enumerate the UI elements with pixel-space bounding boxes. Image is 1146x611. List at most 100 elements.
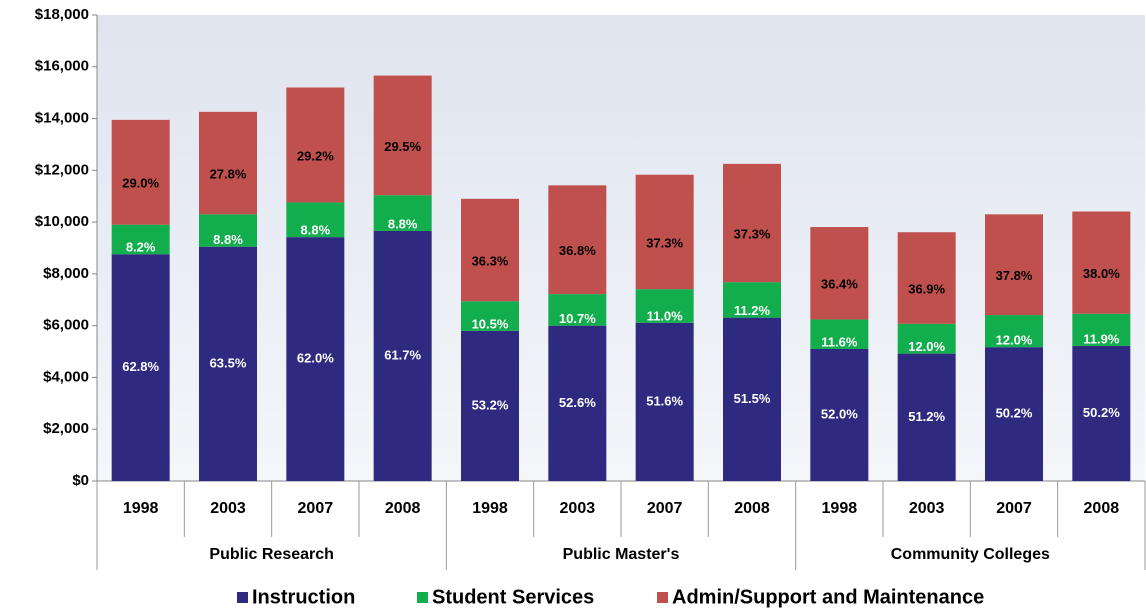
data-label: 62.0%	[297, 351, 334, 366]
data-label: 52.6%	[559, 395, 596, 410]
x-tick-label: 2003	[909, 500, 945, 517]
data-label: 29.0%	[122, 176, 159, 191]
y-tick-label: $2,000	[43, 420, 89, 437]
bar-segment	[810, 348, 869, 481]
bar-segment	[199, 214, 257, 247]
y-tick-label: $16,000	[35, 58, 89, 75]
bar-segment	[286, 237, 345, 481]
data-label: 12.0%	[996, 333, 1033, 348]
data-label: 51.5%	[734, 391, 771, 406]
bar-segment	[373, 75, 432, 196]
data-label: 50.2%	[996, 406, 1033, 421]
bar-segment	[373, 195, 432, 231]
data-label: 62.8%	[122, 359, 159, 374]
legend-swatch	[657, 592, 668, 603]
bar-segment	[1072, 345, 1131, 481]
data-label: 37.3%	[646, 235, 683, 250]
bar-segment	[461, 301, 519, 331]
bar-segment	[286, 87, 345, 203]
y-tick-label: $6,000	[43, 317, 89, 334]
data-label: 51.6%	[646, 393, 683, 408]
bar-segment	[723, 317, 781, 481]
data-label: 29.2%	[297, 148, 334, 163]
data-label: 61.7%	[384, 347, 421, 362]
bar-segment	[810, 227, 869, 320]
bar-segment	[897, 323, 956, 354]
legend-label: Admin/Support and Maintenance	[672, 586, 984, 608]
x-tick-label: 2007	[996, 500, 1032, 517]
bar-segment	[723, 163, 781, 283]
group-label: Public Master's	[563, 546, 680, 563]
data-label: 53.2%	[472, 397, 509, 412]
data-label: 38.0%	[1083, 266, 1120, 281]
bar-segment	[461, 198, 519, 302]
x-tick-label: 1998	[472, 500, 508, 517]
data-label: 8.8%	[301, 223, 331, 238]
data-label: 37.3%	[734, 226, 771, 241]
data-label: 36.9%	[908, 281, 945, 296]
bar-segment	[985, 214, 1043, 316]
x-tick-label: 2003	[560, 500, 596, 517]
x-tick-label: 2007	[647, 500, 683, 517]
y-tick-label: $8,000	[43, 265, 89, 282]
data-label: 36.4%	[821, 277, 858, 292]
bar-segment	[1072, 313, 1131, 346]
x-tick-label: 2003	[210, 500, 246, 517]
data-label: 27.8%	[210, 167, 247, 182]
bar-segment	[548, 294, 607, 326]
bar-segment	[286, 202, 345, 238]
data-label: 11.9%	[1083, 331, 1120, 346]
bar-segment	[373, 230, 432, 481]
bar-segment	[635, 289, 694, 323]
legend-label: Student Services	[432, 586, 594, 608]
x-tick-label: 2007	[298, 500, 334, 517]
bar-segment	[985, 315, 1043, 348]
y-tick-label: $0	[72, 472, 89, 489]
bar-segment	[111, 254, 170, 481]
bar-segment	[635, 322, 694, 481]
data-label: 50.2%	[1083, 405, 1120, 420]
y-tick-label: $18,000	[35, 6, 89, 23]
legend-label: Instruction	[252, 586, 355, 608]
bar-segment	[199, 111, 257, 215]
bar-segment	[723, 282, 781, 318]
bar-segment	[548, 185, 607, 295]
bar-segment	[111, 119, 170, 225]
legend-swatch	[417, 592, 428, 603]
x-tick-label: 1998	[123, 500, 159, 517]
bar-segment	[199, 246, 257, 481]
bar-segment	[111, 224, 170, 255]
x-tick-label: 1998	[822, 500, 858, 517]
bar-segment	[897, 353, 956, 481]
y-tick-label: $14,000	[35, 110, 89, 127]
bar-segment	[810, 319, 869, 349]
data-label: 36.3%	[472, 254, 509, 269]
data-label: 11.6%	[821, 334, 858, 349]
y-tick-label: $4,000	[43, 368, 89, 385]
group-label: Community Colleges	[891, 546, 1050, 563]
x-tick-label: 2008	[1084, 500, 1120, 517]
bar-segment	[548, 325, 607, 481]
data-label: 63.5%	[210, 355, 247, 370]
data-label: 8.2%	[126, 240, 156, 255]
data-label: 12.0%	[908, 339, 945, 354]
bar-segment	[461, 330, 519, 481]
data-label: 11.0%	[647, 308, 684, 323]
data-label: 52.0%	[821, 406, 858, 421]
group-label: Public Research	[209, 546, 334, 563]
data-label: 51.2%	[908, 409, 945, 424]
data-label: 8.8%	[388, 216, 418, 231]
data-label: 37.8%	[996, 268, 1033, 283]
data-label: 8.8%	[213, 232, 243, 247]
legend-swatch	[237, 592, 248, 603]
y-tick-label: $10,000	[35, 213, 89, 230]
bar-segment	[985, 347, 1043, 481]
x-tick-label: 2008	[385, 500, 421, 517]
bar-segment	[897, 232, 956, 324]
data-label: 36.8%	[559, 243, 596, 258]
bar-segment	[635, 174, 694, 290]
x-tick-label: 2008	[734, 500, 770, 517]
data-label: 29.5%	[384, 139, 421, 154]
data-label: 10.5%	[472, 316, 509, 331]
